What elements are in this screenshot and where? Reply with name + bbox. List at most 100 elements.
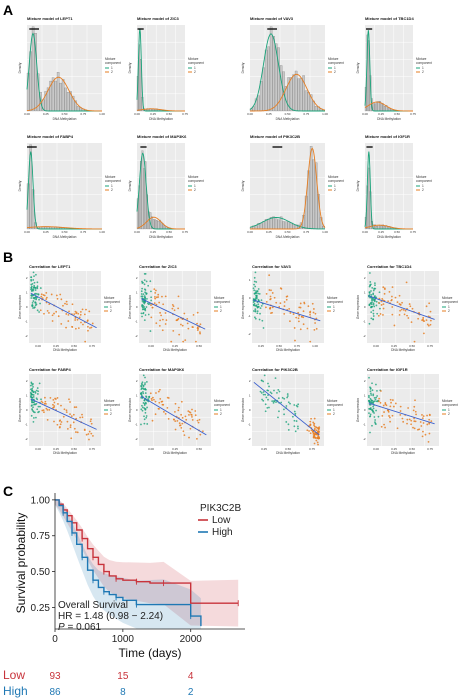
scatter-chart-8-point-comp1: [375, 400, 378, 403]
scatter-chart-1-point-comp2: [74, 327, 77, 330]
scatter-chart-1-point-comp2: [90, 326, 93, 329]
scatter-chart-3-point-comp1: [257, 306, 260, 308]
scatter-chart-2-point-comp2: [186, 317, 189, 320]
scatter-chart-6-y-tick: 0: [136, 408, 138, 412]
density-chart-6-bar: [143, 168, 145, 230]
scatter-chart-2-x-tick: 0.25: [172, 344, 178, 348]
km-low-confidence-band: [55, 499, 239, 627]
scatter-chart-1-point-comp2: [79, 311, 82, 313]
scatter-chart-2-point-comp2: [181, 324, 184, 327]
scatter-chart-8-point-comp2: [382, 404, 385, 407]
density-chart-8: Mixture model of IGF1R 0.00 0.25 0.50 0.75 DN…: [356, 134, 432, 239]
scatter-chart-4-y-tick: 2: [364, 276, 366, 280]
scatter-chart-8-point-comp1: [376, 395, 379, 397]
scatter-chart-3-y-tick: -1: [248, 314, 251, 318]
scatter-chart-3-point-comp1: [260, 304, 263, 307]
density-chart-6-x-tick: 0.00: [134, 230, 140, 234]
density-chart-2-plot-area: [137, 25, 185, 111]
scatter-chart-1-point-comp1: [31, 304, 34, 307]
density-chart-4-comp2-curve: [364, 101, 413, 112]
scatter-chart-4-point-comp1: [372, 289, 375, 292]
scatter-chart-2-point-comp1: [145, 293, 148, 296]
scatter-chart-5-point-comp2: [46, 418, 49, 421]
density-chart-6-x-tick: 0.50: [166, 230, 172, 234]
scatter-chart-7-point-comp2: [313, 434, 316, 437]
scatter-chart-6-point-comp2: [182, 430, 185, 433]
scatter-chart-4-point-comp1: [371, 298, 373, 301]
scatter-chart-8-regression-line: [368, 402, 435, 425]
scatter-chart-3-point-comp1: [253, 280, 256, 283]
scatter-chart-3-point-comp2: [270, 312, 272, 315]
scatter-chart-8-y-tick: 1: [364, 394, 366, 398]
scatter-chart-8-point-comp1: [374, 423, 377, 425]
density-chart-8-x-label: DNA Methylation: [377, 235, 401, 239]
scatter-chart-3-plot-area: [252, 271, 324, 343]
scatter-chart-4-y-label: Gene expression: [356, 295, 360, 319]
scatter-chart-1-legend-title-1: Mixture: [104, 296, 115, 300]
scatter-chart-8-point-comp1: [372, 407, 375, 410]
scatter-chart-4-legend-title-2: component: [442, 300, 458, 304]
scatter-chart-6-point-comp2: [161, 400, 164, 403]
scatter-chart-2-point-comp2: [157, 296, 160, 298]
scatter-chart-1-point-comp1: [32, 279, 35, 281]
scatter-chart-6-point-comp2: [149, 392, 152, 395]
density-chart-1-bar: [76, 106, 80, 112]
scatter-chart-7-point-comp1: [278, 410, 280, 413]
scatter-chart-1-point-comp1: [32, 289, 35, 292]
density-chart-2-legend-label-1: 1: [194, 66, 196, 70]
scatter-chart-8-point-comp2: [392, 405, 395, 408]
scatter-chart-1-point-comp2: [43, 312, 45, 315]
scatter-chart-6-point-comp2: [180, 400, 183, 403]
density-chart-3-x-tick: 0.75: [303, 112, 309, 116]
risk-table-row-label-high: High: [3, 684, 28, 698]
scatter-chart-7-point-comp1: [285, 405, 288, 407]
density-chart-3-bar: [307, 92, 310, 112]
scatter-chart-6-point-comp2: [201, 430, 204, 433]
scatter-chart-2-point-comp2: [153, 295, 156, 298]
scatter-chart-5-point-comp2: [69, 401, 71, 403]
scatter-chart-1-point-comp1: [34, 287, 37, 290]
scatter-chart-1-point-comp2: [65, 313, 68, 315]
scatter-chart-1-point-comp2: [71, 303, 74, 306]
scatter-chart-6-point-comp2: [188, 436, 190, 439]
scatter-chart-3-point-comp2: [307, 305, 310, 308]
scatter-chart-3-point-comp2: [268, 274, 271, 277]
scatter-chart-6: Correlation for MAP3K6 0.00 0.25 0.50 -2 -1 0 1…: [128, 367, 230, 455]
scatter-chart-1-point-comp1: [34, 289, 37, 291]
scatter-chart-3-point-comp2: [289, 320, 291, 323]
scatter-chart-2-point-comp2: [173, 309, 176, 312]
scatter-chart-8-point-comp1: [369, 388, 372, 390]
density-chart-6-x-tick: 0.25: [150, 230, 156, 234]
scatter-chart-8-point-comp2: [414, 410, 417, 413]
scatter-chart-8-point-comp1: [371, 408, 373, 411]
scatter-chart-5-point-comp2: [44, 400, 47, 403]
density-chart-4-bar: [387, 107, 389, 112]
scatter-chart-4-point-comp2: [394, 296, 397, 299]
density-chart-3-bar: [259, 81, 263, 112]
scatter-chart-5-point-comp2: [68, 398, 70, 401]
scatter-chart-7-point-comp1: [277, 416, 279, 419]
density-chart-4-bar: [372, 102, 375, 112]
scatter-chart-6-x-tick: 0.00: [148, 447, 154, 451]
scatter-chart-2-point-comp1: [142, 312, 145, 315]
scatter-chart-6-point-comp2: [173, 418, 175, 421]
scatter-chart-5-y-tick: 0: [26, 408, 28, 412]
scatter-chart-1-point-comp2: [77, 327, 80, 330]
density-chart-7-bar: [287, 221, 290, 230]
scatter-chart-6-point-comp2: [152, 396, 154, 399]
scatter-chart-5-point-comp2: [85, 433, 88, 436]
scatter-chart-7-point-comp1: [269, 391, 272, 394]
scatter-chart-1-point-comp2: [86, 319, 89, 322]
density-chart-6-bar: [144, 161, 147, 230]
scatter-chart-5-x-tick: 0.50: [71, 447, 77, 451]
scatter-chart-2-point-comp1: [147, 284, 150, 287]
scatter-chart-3-point-comp1: [253, 276, 256, 279]
scatter-chart-6-point-comp2: [181, 416, 184, 419]
scatter-chart-3-point-comp1: [259, 312, 261, 315]
density-chart-7-title: Mixture model of PIK3C2B: [250, 134, 300, 139]
scatter-chart-4-point-comp2: [428, 302, 431, 305]
scatter-chart-4-point-comp1: [376, 312, 379, 315]
scatter-chart-3-point-comp2: [312, 308, 315, 310]
scatter-chart-3-point-comp2: [278, 306, 281, 308]
density-chart-3-x-label: DNA Methylation: [276, 117, 300, 121]
